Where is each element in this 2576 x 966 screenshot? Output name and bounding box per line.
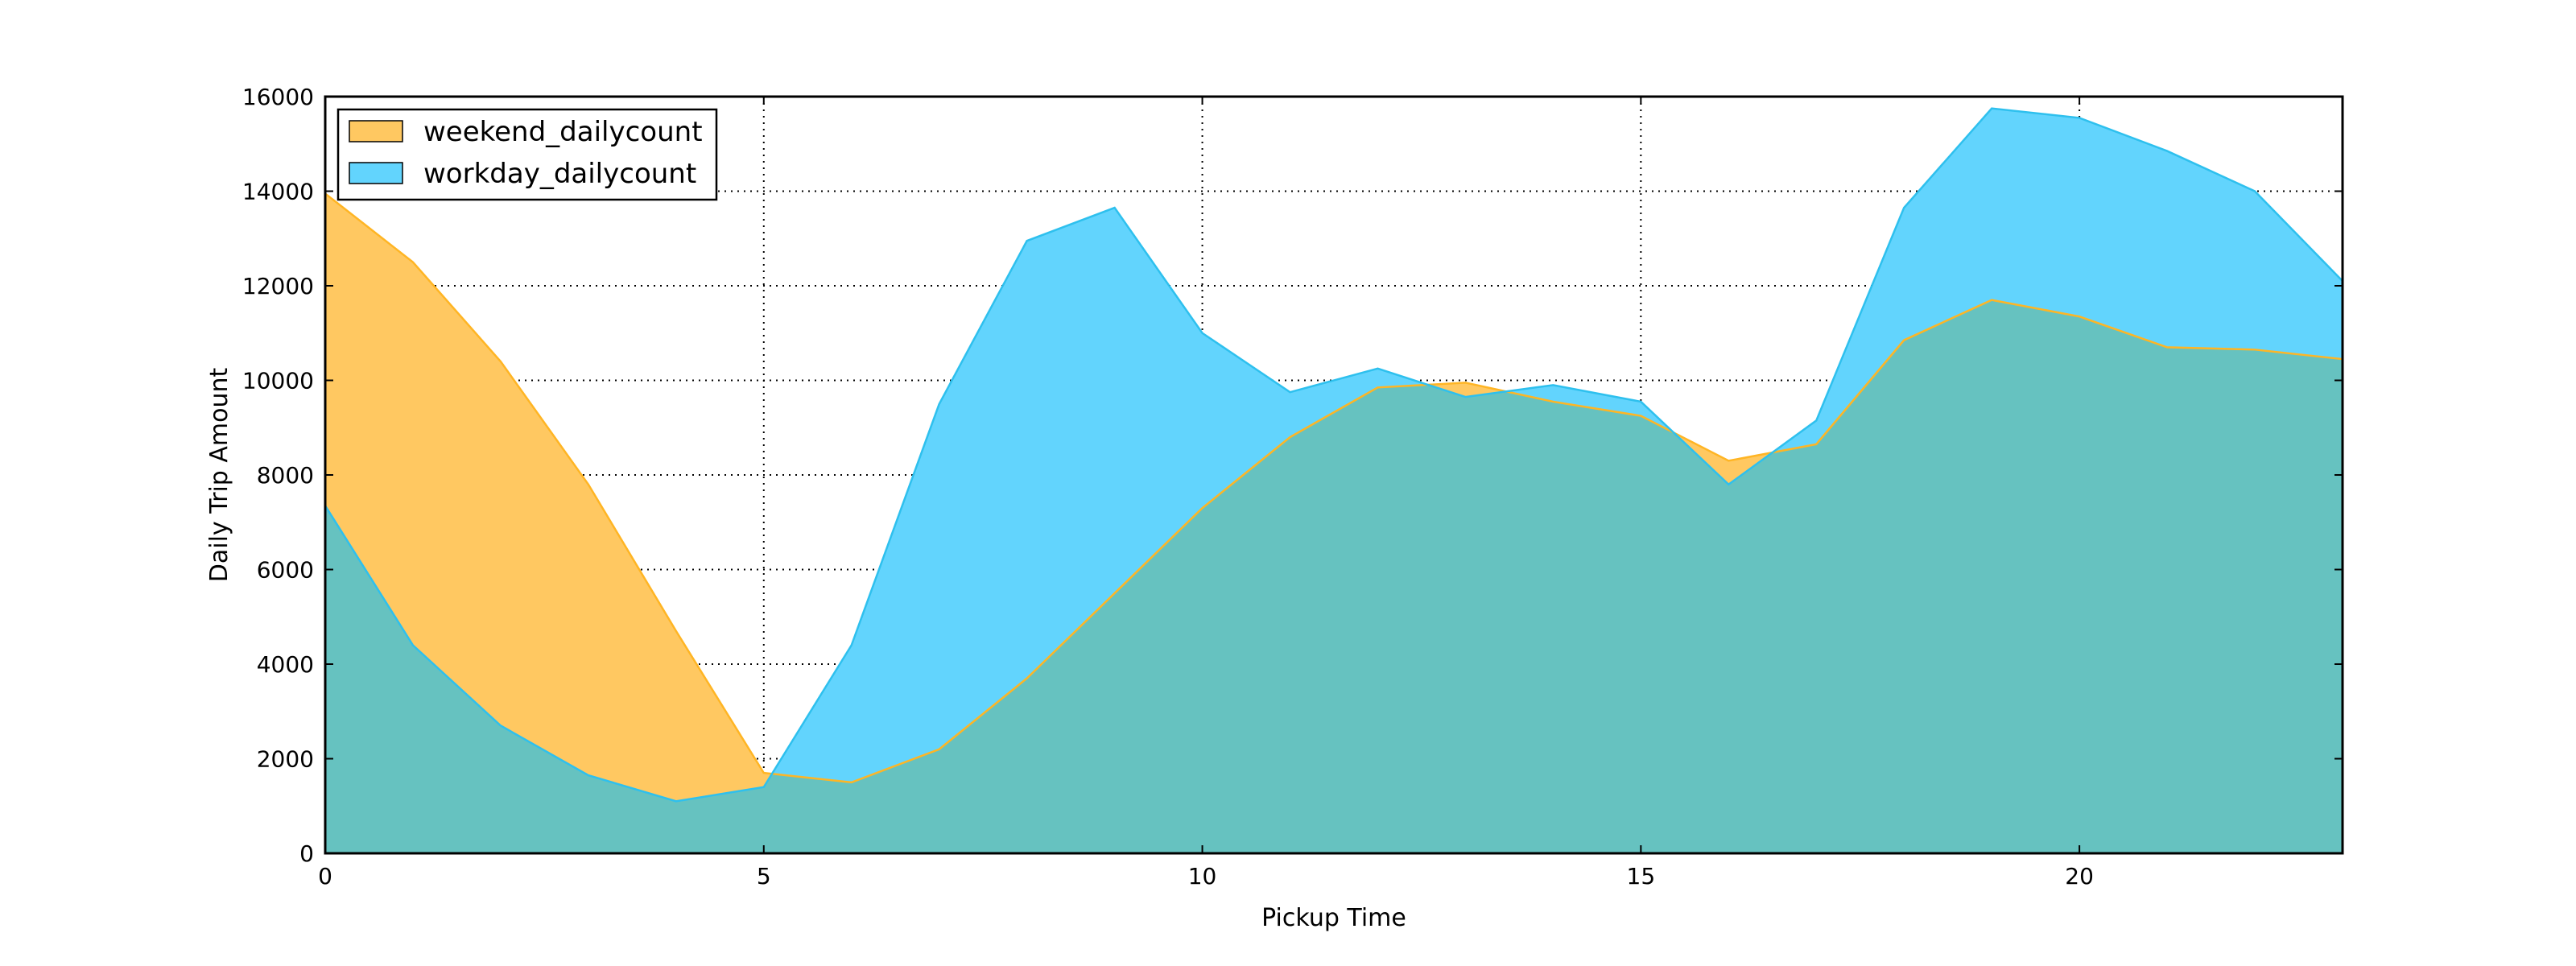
legend-swatch-workday_dailycount — [349, 162, 403, 184]
axis-ticks: 0 5 10 15 20 0 2000 4000 6000 8000 10000 12000 14000… — [242, 84, 2343, 890]
line-weekend_dailycount — [324, 192, 2343, 784]
legend-label-weekend_dailycount: weekend_dailycount — [423, 116, 703, 148]
y-tick-label: 6000 — [257, 557, 314, 584]
series-areas — [325, 108, 2343, 853]
area-overlap — [325, 299, 2343, 853]
x-tick-label: 5 — [757, 863, 771, 890]
legend-label-workday_dailycount: workday_dailycount — [423, 158, 696, 190]
y-tick-label: 0 — [299, 840, 314, 867]
x-axis-label: Pickup Time — [1261, 904, 1406, 932]
y-tick-label: 12000 — [242, 273, 314, 299]
series-lines — [324, 107, 2343, 803]
y-tick-label: 2000 — [257, 746, 314, 773]
y-tick-label: 10000 — [242, 368, 314, 394]
y-tick-label: 4000 — [257, 651, 314, 678]
x-tick-label: 20 — [2065, 863, 2094, 890]
x-tick-label: 0 — [318, 863, 332, 890]
line-workday_dailycount — [324, 107, 2343, 803]
legend: weekend_dailycount workday_dailycount — [336, 108, 718, 201]
x-tick-label: 10 — [1188, 863, 1217, 890]
legend-swatch-weekend_dailycount — [349, 120, 403, 142]
y-tick-label: 16000 — [242, 84, 314, 110]
x-tick-label: 15 — [1627, 863, 1656, 890]
y-tick-label: 14000 — [242, 179, 314, 205]
y-axis-label: Daily Trip Amount — [205, 368, 233, 583]
y-tick-label: 8000 — [257, 462, 314, 489]
